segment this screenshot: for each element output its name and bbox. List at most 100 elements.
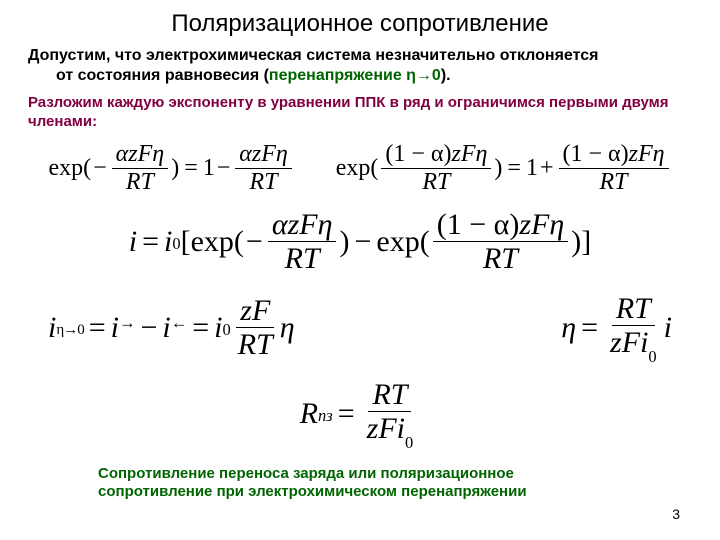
t: z [367,412,379,445]
t: α [116,141,129,167]
t: T [264,169,277,195]
frac: zF RT [234,295,277,361]
t: пз [318,406,333,426]
t: ) [571,225,581,259]
t: η [318,208,333,241]
t: T [501,242,518,275]
t: (1 − α) [385,141,451,167]
t: F [138,141,153,167]
t: α [272,208,288,241]
t: T [634,292,651,325]
t: = [333,397,360,431]
t: z [240,294,252,327]
t: F [638,141,653,167]
t: F [622,326,640,359]
t: i [48,311,56,345]
page-number: 3 [672,506,680,522]
t: R [599,169,614,195]
current-equation: i = i0 [ exp(− αzFη RT ) − exp( (1 − α)z… [28,209,692,275]
t: ] [581,225,591,259]
t: 0 [172,234,180,254]
t: T [614,169,627,195]
t: − [349,225,376,259]
t: − [135,311,162,345]
t: z [519,208,531,241]
t: i [664,311,672,345]
t: z [288,208,300,241]
t: α [239,141,252,167]
frac: αzFη RT [268,209,337,275]
t: T [303,242,320,275]
intro-line-1: Допустим, что электрохимическая система … [28,47,598,64]
eq-linear-left: iη→0 = i→ − i← = i0 zF RT η [48,295,295,361]
t: = [187,311,214,345]
t: exp( [191,225,244,259]
intro-green: перенапряжение η→0 [269,67,441,84]
t: R [422,169,437,195]
expansion-right: exp( (1 − α)zFη RT ) = 1+ (1 − α)zFη RT [336,142,672,195]
eq-eta: η = RT zFi0 i [561,293,672,363]
t: → [119,313,136,333]
t: T [437,169,450,195]
linearized-row: iη→0 = i→ − i← = i0 zF RT η η = RT zFi0 … [28,293,692,363]
intro-line-2a: от состояния равновесия ( [56,67,269,84]
t: z [451,141,460,167]
eq-rpz: Rпз = RT zFi0 [300,379,421,449]
t: i [397,412,405,445]
t: [ [181,225,191,259]
t: z [610,326,622,359]
t: R [285,242,303,275]
t: + [538,155,556,182]
t: z [128,141,137,167]
t: i [129,225,137,259]
t: F [299,208,317,241]
polarization-resistance-eq: Rпз = RT zFi0 [28,379,692,449]
t: = [137,225,164,259]
t: R [126,169,141,195]
t: ) [171,155,179,182]
t: R [300,397,318,431]
t: exp( [48,155,91,182]
t: ) [494,155,502,182]
t: η→0 [56,322,83,339]
caption: Сопротивление переноса заряда или поляри… [28,465,692,503]
t: 1 [203,155,215,182]
t: η [653,141,665,167]
taylor-expansions-row: exp(− αzFη RT ) = 1− αzFη RT exp( (1 − α… [28,142,692,195]
t: F [531,208,549,241]
t: = [179,155,203,182]
t: T [256,328,273,361]
expansion-note: Разложим каждую экспоненту в уравнении П… [28,94,692,132]
t: R [616,292,634,325]
t: − [91,155,109,182]
frac: (1 − α)zFη RT [381,142,491,195]
t: η [476,141,488,167]
t: 0 [223,320,231,340]
t: R [250,169,265,195]
slide-title: Поляризационное сопротивление [28,10,692,38]
t: R [238,328,256,361]
t: 1 [526,155,538,182]
t: η [276,141,288,167]
t: T [391,378,408,411]
t: = [84,311,111,345]
expansion-left: exp(− αzFη RT ) = 1− αzFη RT [48,142,294,195]
t: η [280,311,295,345]
t: i [111,311,119,345]
frac: (1 − α)zFη RT [559,142,669,195]
t: η [152,141,164,167]
t: i [162,311,170,345]
t: exp( [336,155,379,182]
frac: RT zFi0 [606,293,661,363]
eq-i-bracket: i = i0 [ exp(− αzFη RT ) − exp( (1 − α)z… [129,209,592,275]
t: − [215,155,233,182]
t: ) [339,225,349,259]
t: exp( [376,225,429,259]
t: R [483,242,501,275]
t: R [372,378,390,411]
t: i [164,225,172,259]
t: (1 − α) [563,141,629,167]
t: ← [171,313,188,333]
t: T [141,169,154,195]
frac: αzFη RT [235,142,292,195]
